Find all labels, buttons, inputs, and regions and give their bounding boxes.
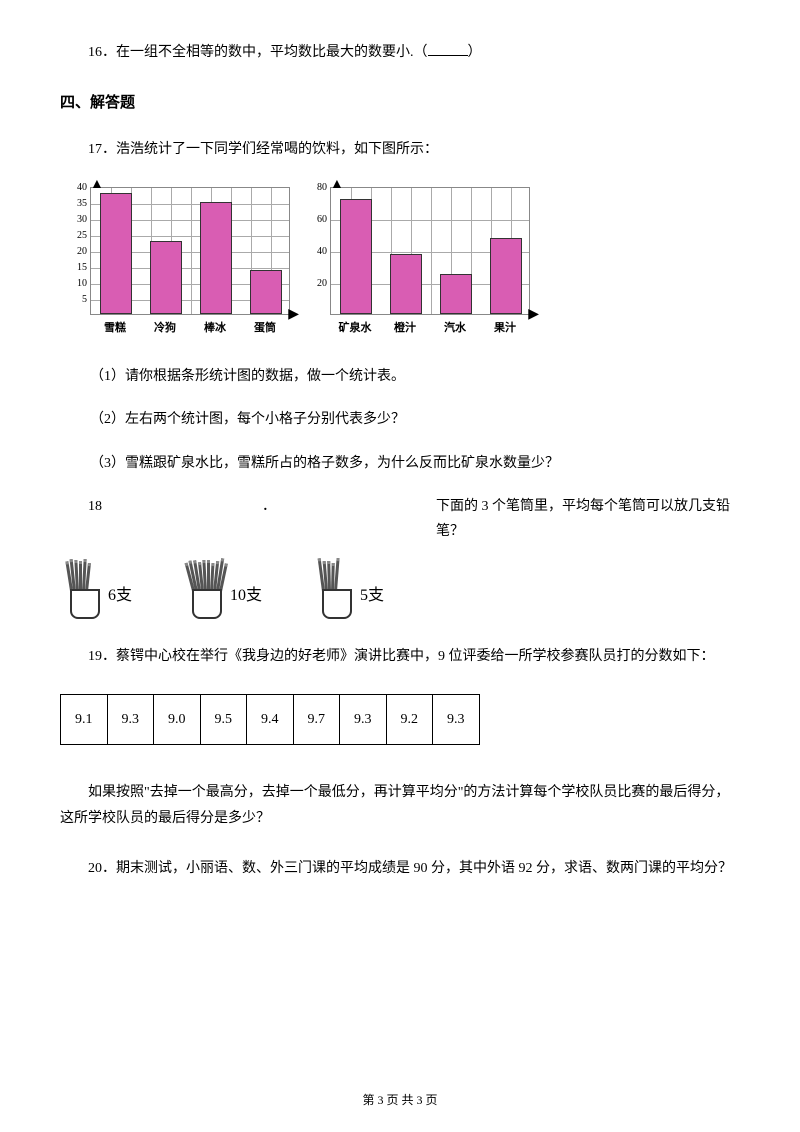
x-axis-label: 汽水 (435, 319, 475, 339)
q18-num: 18 (88, 499, 102, 514)
q18-text: 下面的 3 个笔筒里，平均每个笔筒可以放几支铅笔？ (436, 494, 740, 544)
x-arrow-icon: ▶ (528, 308, 539, 322)
y-axis-label: 20 (69, 247, 87, 257)
y-axis-label: 15 (69, 263, 87, 273)
score-cell: 9.3 (433, 695, 480, 745)
pencil-cup: 5支 (312, 554, 384, 619)
y-axis-label: 60 (309, 215, 327, 225)
score-cell: 9.0 (154, 695, 201, 745)
x-axis-label: 蛋筒 (245, 319, 285, 339)
y-axis-label: 20 (309, 279, 327, 289)
q17-num: 17 (88, 142, 102, 157)
score-cell: 9.3 (107, 695, 154, 745)
gridline (191, 188, 192, 314)
q20-text: ．期末测试，小丽语、数、外三门课的平均成绩是 90 分，其中外语 92 分，求语… (102, 861, 732, 876)
chart-bar (250, 270, 282, 315)
chart-bar (490, 238, 522, 315)
q17-sub3: （3）雪糕跟矿泉水比，雪糕所占的格子数多，为什么反而比矿泉水数量少？ (90, 451, 740, 476)
score-cell: 9.5 (200, 695, 247, 745)
y-arrow-icon: ▲ (330, 178, 344, 192)
question-16: 16．在一组不全相等的数中，平均数比最大的数要小.（ ） (60, 40, 740, 65)
y-axis-label: 25 (69, 231, 87, 241)
y-axis-label: 80 (309, 183, 327, 193)
y-axis-label: 30 (69, 215, 87, 225)
question-19-stem: 19．蔡锷中心校在举行《我身边的好老师》演讲比赛中，9 位评委给一所学校参赛队员… (60, 644, 740, 669)
question-17-stem: 17．浩浩统计了一下同学们经常喝的饮料，如下图所示： (60, 137, 740, 162)
q17-sub2: （2）左右两个统计图，每个小格子分别代表多少？ (90, 407, 740, 432)
score-cell: 9.1 (61, 695, 108, 745)
x-axis-label: 冷狗 (145, 319, 185, 339)
y-axis-label: 40 (309, 247, 327, 257)
question-20: 20．期末测试，小丽语、数、外三门课的平均成绩是 90 分，其中外语 92 分，… (60, 856, 740, 881)
score-cell: 9.7 (293, 695, 340, 745)
chart-1: ▲ ▶ 403530252015105 雪糕冷狗棒冰蛋筒 (90, 187, 290, 339)
score-cell: 9.2 (386, 695, 433, 745)
chart-bar (440, 274, 472, 314)
q19-followup: 如果按照"去掉一个最高分，去掉一个最低分，再计算平均分"的方法计算每个学校队员比… (60, 780, 740, 830)
chart-bar (200, 202, 232, 314)
cup-count-label: 5支 (360, 582, 384, 611)
pencil-cups-row: 6支 10支 5支 (60, 554, 740, 619)
x-axis-label: 矿泉水 (335, 319, 375, 339)
score-cell: 9.4 (247, 695, 294, 745)
q17-text: ．浩浩统计了一下同学们经常喝的饮料，如下图所示： (102, 142, 438, 157)
q16-num: 16 (88, 45, 102, 60)
chart-bar (100, 193, 132, 315)
cup-count-label: 10支 (230, 582, 262, 611)
table-row: 9.19.39.09.59.49.79.39.29.3 (61, 695, 480, 745)
q19-text: ．蔡锷中心校在举行《我身边的好老师》演讲比赛中，9 位评委给一所学校参赛队员打的… (102, 649, 715, 664)
x-axis-label: 棒冰 (195, 319, 235, 339)
pencil-cup: 6支 (60, 554, 132, 619)
y-axis-label: 40 (69, 183, 87, 193)
x-arrow-icon: ▶ (288, 308, 299, 322)
scores-table: 9.19.39.09.59.49.79.39.29.3 (60, 694, 480, 745)
x-axis-label: 雪糕 (95, 319, 135, 339)
y-axis-label: 35 (69, 199, 87, 209)
y-axis-label: 5 (69, 295, 87, 305)
gridline (431, 188, 432, 314)
cup-count-label: 6支 (108, 582, 132, 611)
section-4-title: 四、解答题 (60, 90, 740, 117)
pencil-cup: 10支 (182, 554, 262, 619)
q20-num: 20 (88, 861, 102, 876)
chart-2: ▲ ▶ 80604020 矿泉水橙汁汽水果汁 (330, 187, 530, 339)
y-axis-label: 10 (69, 279, 87, 289)
chart-bar (390, 254, 422, 315)
q16-close: ） (468, 45, 482, 60)
chart-bar (340, 199, 372, 314)
charts-container: ▲ ▶ 403530252015105 雪糕冷狗棒冰蛋筒 ▲ ▶ 8060402… (90, 187, 740, 339)
q18-dot: ． (262, 494, 276, 544)
page-footer: 第 3 页 共 3 页 (0, 1090, 800, 1112)
q16-blank[interactable] (428, 42, 468, 56)
score-cell: 9.3 (340, 695, 387, 745)
question-18-stem: 18 ． 下面的 3 个笔筒里，平均每个笔筒可以放几支铅笔？ (60, 494, 740, 544)
q16-text: ．在一组不全相等的数中，平均数比最大的数要小.（ (102, 45, 428, 60)
chart-bar (150, 241, 182, 315)
q19-num: 19 (88, 649, 102, 664)
x-axis-label: 果汁 (485, 319, 525, 339)
y-arrow-icon: ▲ (90, 178, 104, 192)
q17-sub1: （1）请你根据条形统计图的数据，做一个统计表。 (90, 364, 740, 389)
x-axis-label: 橙汁 (385, 319, 425, 339)
